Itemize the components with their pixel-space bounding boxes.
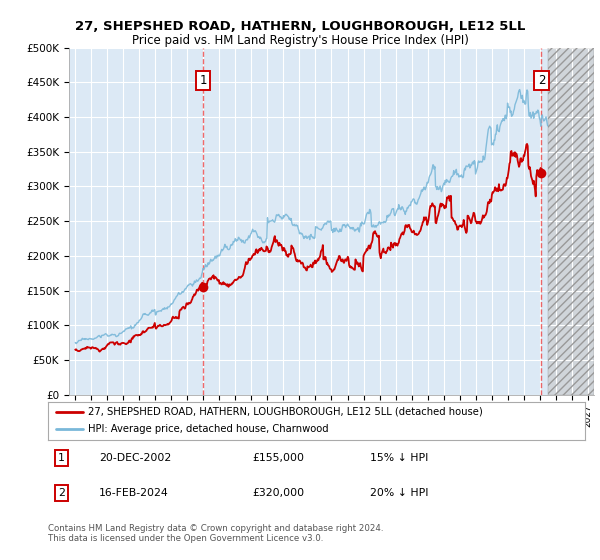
- Text: £320,000: £320,000: [252, 488, 304, 498]
- Text: Contains HM Land Registry data © Crown copyright and database right 2024.
This d: Contains HM Land Registry data © Crown c…: [48, 524, 383, 543]
- Bar: [548, 48, 594, 395]
- Text: £155,000: £155,000: [252, 453, 304, 463]
- Text: 2: 2: [58, 488, 65, 498]
- Text: 1: 1: [58, 453, 65, 463]
- Text: 27, SHEPSHED ROAD, HATHERN, LOUGHBOROUGH, LE12 5LL (detached house): 27, SHEPSHED ROAD, HATHERN, LOUGHBOROUGH…: [88, 407, 483, 417]
- Text: 2: 2: [538, 74, 545, 87]
- Text: 16-FEB-2024: 16-FEB-2024: [99, 488, 169, 498]
- Text: 15% ↓ HPI: 15% ↓ HPI: [370, 453, 428, 463]
- Bar: [548, 48, 594, 395]
- Text: Price paid vs. HM Land Registry's House Price Index (HPI): Price paid vs. HM Land Registry's House …: [131, 34, 469, 46]
- Text: 20-DEC-2002: 20-DEC-2002: [99, 453, 171, 463]
- Text: 27, SHEPSHED ROAD, HATHERN, LOUGHBOROUGH, LE12 5LL: 27, SHEPSHED ROAD, HATHERN, LOUGHBOROUGH…: [75, 20, 525, 32]
- Text: HPI: Average price, detached house, Charnwood: HPI: Average price, detached house, Char…: [88, 424, 329, 435]
- Text: 1: 1: [199, 74, 207, 87]
- Text: 20% ↓ HPI: 20% ↓ HPI: [370, 488, 428, 498]
